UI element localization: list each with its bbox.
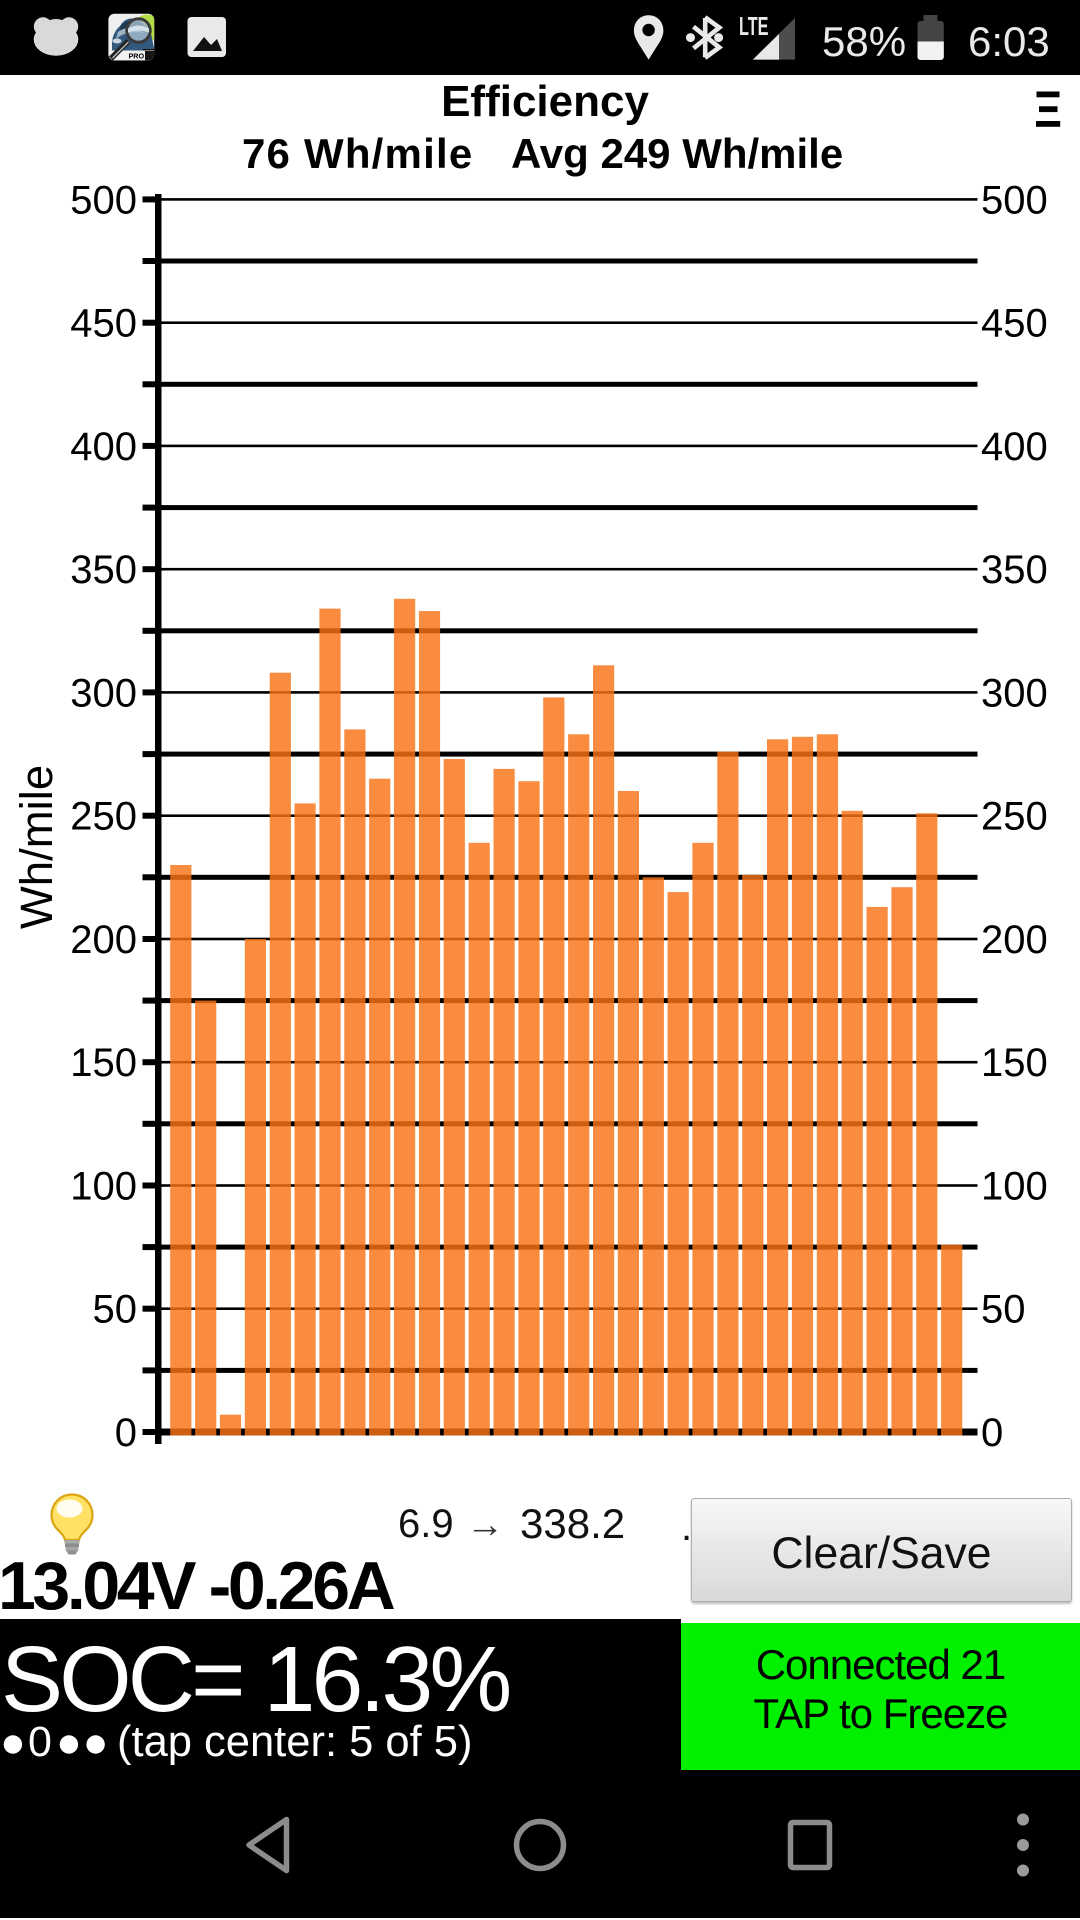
svg-text:500: 500	[70, 178, 137, 222]
svg-text:500: 500	[981, 178, 1048, 222]
svg-text:200: 200	[981, 918, 1048, 962]
svg-text:300: 300	[70, 671, 137, 715]
svg-text:150: 150	[981, 1041, 1048, 1085]
svg-text:50: 50	[981, 1288, 1026, 1332]
svg-text:150: 150	[70, 1041, 137, 1085]
svg-text:100: 100	[70, 1165, 137, 1209]
svg-text:0: 0	[115, 1411, 137, 1455]
svg-text:100: 100	[981, 1165, 1048, 1209]
svg-text:50: 50	[93, 1288, 138, 1332]
svg-text:400: 400	[981, 425, 1048, 469]
svg-text:400: 400	[70, 425, 137, 469]
svg-text:PRO: PRO	[129, 52, 145, 61]
svg-text:350: 350	[981, 548, 1048, 592]
svg-text:200: 200	[70, 918, 137, 962]
svg-text:450: 450	[70, 302, 137, 346]
svg-text:0: 0	[981, 1411, 1003, 1455]
svg-text:Wh/mile: Wh/mile	[11, 765, 62, 929]
svg-text:LTE: LTE	[739, 11, 769, 41]
svg-text:350: 350	[70, 548, 137, 592]
svg-text:300: 300	[981, 671, 1048, 715]
svg-text:250: 250	[981, 795, 1048, 839]
svg-text:450: 450	[981, 302, 1048, 346]
svg-text:250: 250	[70, 795, 137, 839]
